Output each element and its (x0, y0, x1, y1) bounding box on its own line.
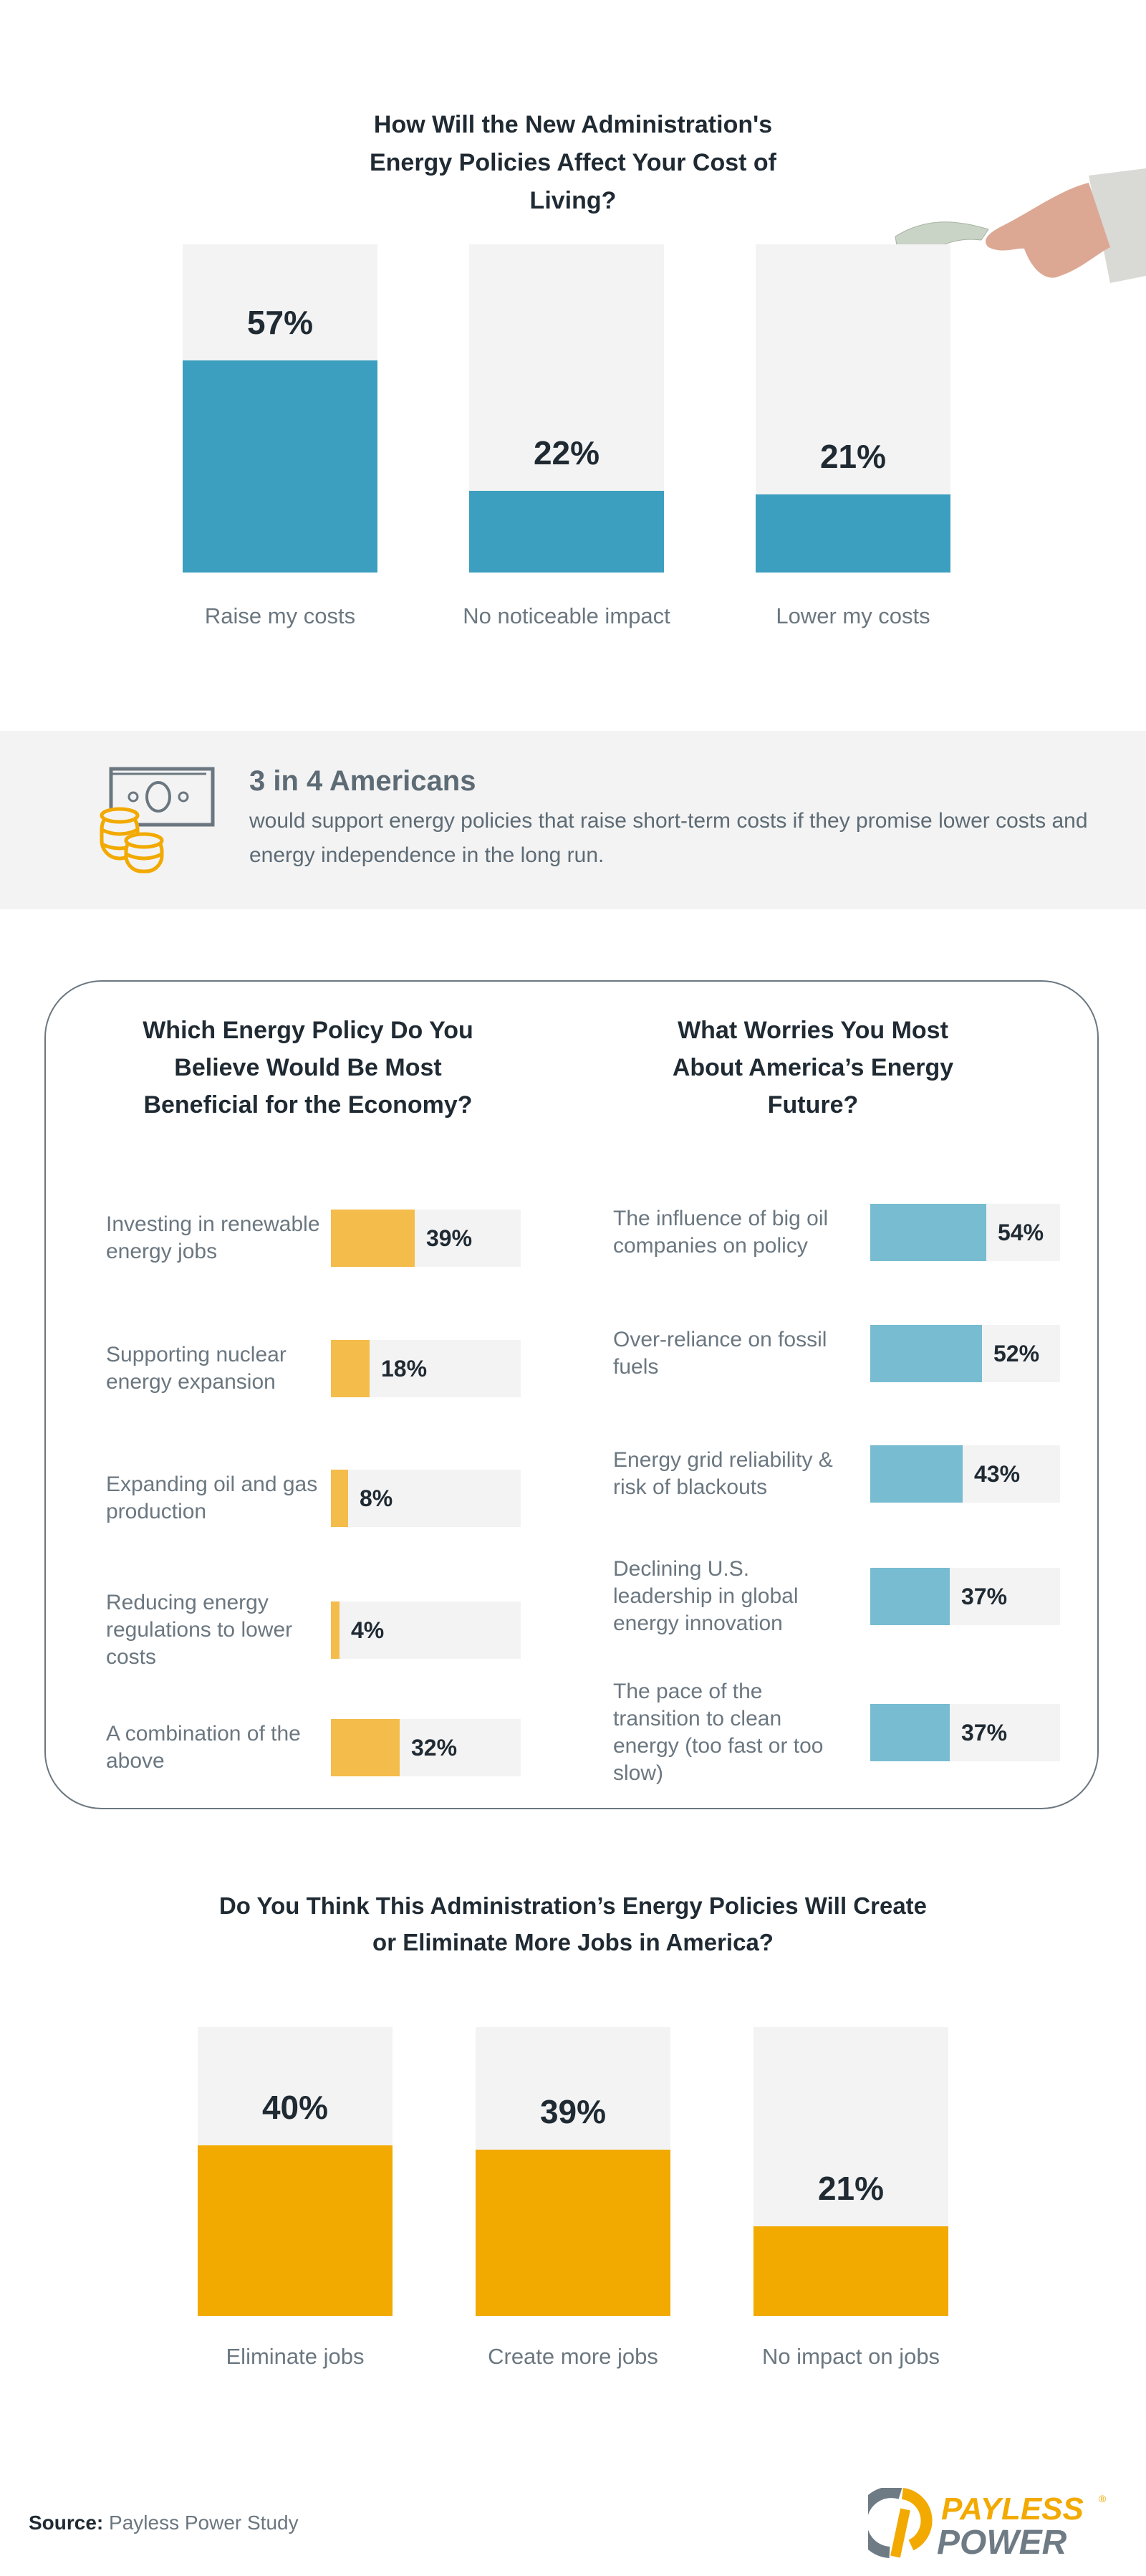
bar (756, 494, 950, 573)
bar (870, 1568, 950, 1625)
bar-track: 32% (331, 1719, 521, 1776)
data-label: 57% (246, 303, 314, 341)
data-label: 22% (533, 434, 600, 471)
category-label: Investing in renewable energy jobs (106, 1212, 320, 1263)
bar-track: 18% (331, 1340, 521, 1397)
data-label: 37% (961, 1584, 1008, 1609)
svg-text:PAYLESS: PAYLESS (941, 2491, 1084, 2527)
category-label: Expanding oil and gas production (106, 1473, 318, 1523)
bar-track: 43% (870, 1445, 1060, 1503)
bar (870, 1325, 982, 1382)
chart-3-title: What Worries You Most About America’s En… (672, 1017, 954, 1119)
bar (870, 1445, 963, 1503)
svg-text:®: ® (1099, 2493, 1107, 2504)
category-label: No noticeable impact (463, 603, 670, 628)
svg-text:POWER: POWER (937, 2524, 1067, 2561)
data-label: 18% (381, 1356, 428, 1382)
data-label: 54% (998, 1220, 1044, 1245)
chart-4-title: Do You Think This Administration’s Energ… (218, 1892, 928, 1955)
category-label: The pace of the transition to clean ener… (613, 1680, 824, 1785)
hand-holding-money-image (895, 168, 1146, 284)
bar-track: 21% (753, 2027, 948, 2316)
category-label: Create more jobs (488, 2344, 658, 2369)
data-label: 40% (261, 2089, 329, 2126)
policy-worries-panel (44, 980, 1099, 1809)
chart-1-title: How Will the New Administration's Energy… (369, 111, 777, 214)
data-label: 39% (426, 1225, 473, 1251)
data-label: 4% (351, 1617, 385, 1643)
bar (753, 2226, 948, 2316)
category-label: Reducing energy regulations to lower cos… (106, 1591, 293, 1669)
chart-2-title: Which Energy Policy Do You Believe Would… (143, 1017, 473, 1119)
source-text: Payless Power Study (109, 2512, 299, 2534)
bar (331, 1601, 340, 1659)
data-label: 8% (360, 1485, 393, 1511)
category-label: No impact on jobs (761, 2344, 940, 2369)
data-label: 43% (974, 1461, 1021, 1487)
bar-track: 8% (331, 1470, 521, 1527)
bar-track: 54% (870, 1204, 1060, 1261)
bar-track: 37% (870, 1704, 1060, 1761)
bar-track: 37% (870, 1568, 1060, 1625)
highlight-body: would support energy policies that raise… (249, 809, 1088, 867)
bar (198, 2145, 393, 2316)
bar-track: 39% (331, 1210, 521, 1267)
category-label: Lower my costs (776, 603, 930, 628)
bar (870, 1704, 950, 1761)
bar-track: 52% (870, 1325, 1060, 1382)
bar (331, 1470, 348, 1527)
source-label: Source: (29, 2512, 104, 2534)
bar (870, 1204, 986, 1261)
data-label: 32% (411, 1735, 458, 1761)
bar-track: 57% (183, 244, 377, 573)
bar (331, 1719, 400, 1776)
money-coins-icon (100, 767, 215, 873)
category-label: Raise my costs (204, 603, 356, 628)
data-label: 39% (539, 2092, 607, 2130)
bar (331, 1340, 370, 1397)
data-label: 21% (817, 2170, 885, 2208)
bar (476, 2149, 670, 2316)
bar (331, 1210, 415, 1267)
bar (469, 490, 664, 573)
highlight-band (0, 731, 1146, 909)
bar-track: 21% (756, 244, 950, 573)
highlight-headline: 3 in 4 Americans (249, 765, 476, 797)
source-note: Source: Payless Power Study (29, 2512, 299, 2534)
bar-track: 40% (198, 2027, 393, 2316)
category-label: Eliminate jobs (226, 2344, 365, 2369)
bar-track: 39% (476, 2027, 670, 2316)
category-label: Supporting nuclear energy expansion (106, 1343, 286, 1394)
data-label: 21% (819, 437, 887, 475)
category-label: A combination of the above (106, 1722, 301, 1773)
category-label: The influence of big oil companies on po… (613, 1207, 829, 1258)
category-label: Over-reliance on fossil fuels (613, 1328, 827, 1379)
category-label: Energy grid reliability & risk of blacko… (613, 1448, 833, 1499)
category-label: Declining U.S. leadership in global ener… (613, 1557, 799, 1635)
bar-track: 4% (331, 1601, 521, 1659)
data-label: 37% (961, 1720, 1008, 1746)
payless-power-logo: PAYLESS ® POWER (868, 2488, 1107, 2561)
data-label: 52% (993, 1341, 1040, 1366)
bar-track: 22% (469, 244, 664, 573)
bar (183, 360, 377, 573)
